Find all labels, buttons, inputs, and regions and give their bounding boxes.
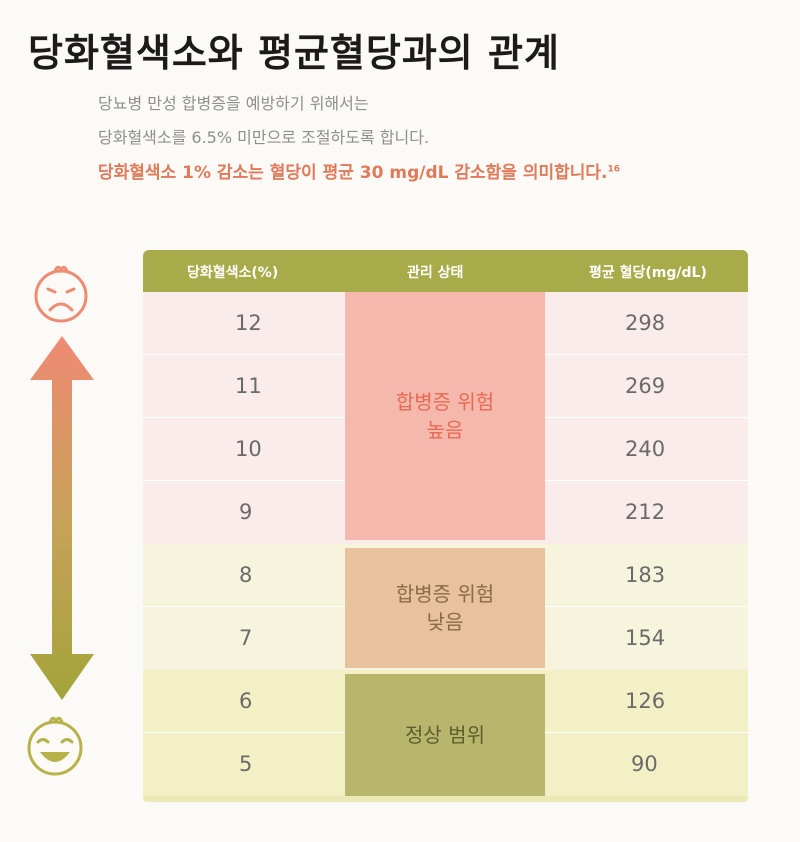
a1c-value: 9 <box>239 500 253 524</box>
table-row: 5 90 <box>143 733 748 796</box>
double-arrow-icon <box>30 336 94 700</box>
table-header: 당화혈색소(%) 관리 상태 평균 혈당(mg/dL) <box>143 250 748 292</box>
footnote-marker: 16 <box>607 164 621 175</box>
happy-face-icon <box>27 716 83 776</box>
glucose-value: 154 <box>625 626 666 650</box>
a1c-value: 7 <box>239 626 253 650</box>
a1c-value: 6 <box>239 689 253 713</box>
glucose-value: 212 <box>625 500 666 524</box>
table-row: 9 212 <box>143 481 748 544</box>
header-status: 관리 상태 <box>407 265 464 281</box>
status-low-risk-line1: 합병증 위험 <box>395 582 495 606</box>
header-glucose: 평균 혈당(mg/dL) <box>589 265 707 281</box>
page-title: 당화혈색소와 평균혈당과의 관계 <box>28 30 560 75</box>
a1c-value: 8 <box>239 563 253 587</box>
a1c-glucose-table: 당화혈색소(%) 관리 상태 평균 혈당(mg/dL) 합병증 위험 높음 합병증… <box>143 250 748 802</box>
status-normal: 정상 범위 <box>345 674 545 796</box>
a1c-value: 11 <box>235 374 262 398</box>
a1c-value: 12 <box>235 311 262 335</box>
table-row: 11 269 <box>143 355 748 418</box>
a1c-value: 10 <box>235 437 262 461</box>
subtitle-line-2: 당화혈색소를 6.5% 미만으로 조절하도록 합니다. <box>98 128 430 147</box>
glucose-value: 183 <box>625 563 666 587</box>
highlight-text: 당화혈색소 1% 감소는 혈당이 평균 30 mg/dL 감소함을 의미합니다.… <box>98 158 620 183</box>
glucose-value: 269 <box>625 374 666 398</box>
table-row: 7 154 <box>143 607 748 670</box>
status-high-risk-line1: 합병증 위험 <box>395 390 495 414</box>
glucose-value: 298 <box>625 311 666 335</box>
a1c-value: 5 <box>239 752 253 776</box>
header-a1c: 당화혈색소(%) <box>187 265 279 281</box>
table-row: 8 183 <box>143 544 748 607</box>
status-high-risk-line2: 높음 <box>426 418 464 442</box>
highlight-text-body: 당화혈색소 1% 감소는 혈당이 평균 30 mg/dL 감소함을 의미합니다. <box>98 163 608 183</box>
status-normal-line1: 정상 범위 <box>405 723 485 747</box>
table-bottom-edge <box>143 796 748 802</box>
status-low-risk-line2: 낮음 <box>426 610 464 634</box>
sad-face-icon <box>34 265 88 323</box>
glucose-value: 126 <box>625 689 666 713</box>
table-row: 6 126 <box>143 670 748 733</box>
glucose-value: 240 <box>625 437 666 461</box>
table-row: 12 298 <box>143 292 748 355</box>
glucose-value: 90 <box>631 752 658 776</box>
table-row: 10 240 <box>143 418 748 481</box>
subtitle-line-1: 당뇨병 만성 합병증을 예방하기 위해서는 <box>98 94 369 113</box>
